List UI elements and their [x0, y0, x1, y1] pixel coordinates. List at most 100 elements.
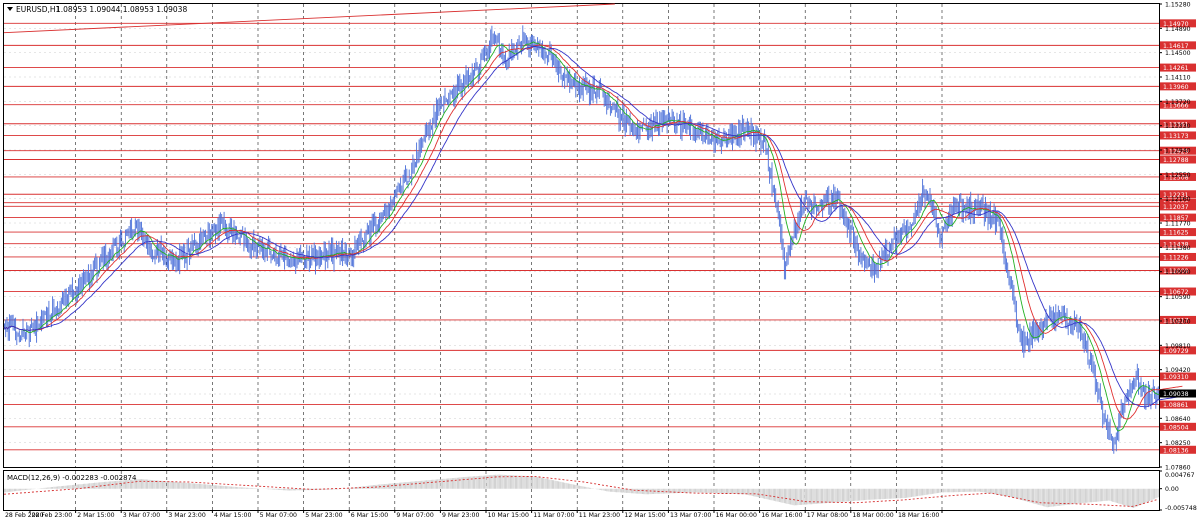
price-tick-label: 1.07860	[1165, 465, 1191, 472]
time-tick-label: 5 Mar 23:00	[305, 512, 342, 519]
price-tick-label: 1.12550	[1165, 172, 1191, 179]
price-level-tag	[1160, 266, 1196, 275]
price-level-tag-label: 1.14261	[1163, 65, 1189, 72]
time-tick-label: 10 Mar 15:00	[488, 512, 529, 519]
time-tick-label: 5 Mar 07:00	[260, 512, 297, 519]
price-tick-label: 1.12940	[1165, 148, 1191, 155]
price-tick-label: 1.14110	[1165, 75, 1191, 82]
price-tick-label: 1.08640	[1165, 416, 1191, 423]
price-level-tag-label: 1.11625	[1163, 230, 1189, 237]
main-panel-frame	[3, 3, 1160, 468]
price-level-tag	[1160, 155, 1196, 164]
time-tick-label: 3 Mar 07:00	[123, 512, 160, 519]
price-tick-label: 1.13330	[1165, 123, 1191, 130]
price-level-tag	[1160, 131, 1196, 140]
price-level-tag-label: 1.11438	[1163, 241, 1189, 248]
price-tick-label: 1.15280	[1165, 2, 1191, 9]
price-level-tag	[1160, 41, 1196, 50]
price-tick-label: 1.10990	[1165, 269, 1191, 276]
price-level-tag	[1160, 213, 1196, 222]
symbol-label: EURUSD,H1	[16, 5, 60, 14]
price-level-tag-label: 1.08861	[1163, 402, 1189, 409]
price-level-tag-label: 1.12037	[1163, 204, 1189, 211]
ma-fast-line	[3, 41, 1183, 432]
price-level-tag-label: 1.14970	[1163, 21, 1189, 28]
time-tick-label: 17 Mar 08:00	[807, 512, 848, 519]
price-level-tag-label: 1.10217	[1163, 318, 1189, 325]
time-tick-label: 2 Mar 15:00	[77, 512, 114, 519]
current-price-tag	[1160, 389, 1196, 398]
price-tick-label: 1.08250	[1165, 440, 1191, 447]
time-tick-label: 18 Mar 00:00	[852, 512, 893, 519]
price-tick-label: 1.10200	[1165, 318, 1191, 325]
price-tick-label: 1.11380	[1165, 245, 1191, 252]
chart-header: EURUSD,H1 1.08953 1.09044 1.08953 1.0903…	[7, 5, 187, 14]
time-tick-label: 4 Mar 15:00	[214, 512, 251, 519]
price-axis: 1.15280 1.14890 1.14500 1.14110 1.13720 1.133…	[1159, 2, 1196, 472]
price-tick-label: 1.11770	[1165, 221, 1191, 228]
price-level-tag	[1160, 400, 1196, 409]
price-level-tag	[1160, 422, 1196, 431]
trend-line	[3, 3, 615, 34]
price-level-tag	[1160, 346, 1196, 355]
price-level-tag-label: 1.13666	[1163, 102, 1189, 109]
time-tick-label: 3 Mar 23:00	[168, 512, 205, 519]
price-tick-label: 1.09810	[1165, 343, 1191, 350]
time-tick-label: 28 Feb 23:00	[32, 512, 73, 519]
price-level-tag-label: 1.08136	[1163, 447, 1189, 454]
price-level-tag	[1160, 252, 1196, 261]
symbol-dropdown-icon[interactable]	[7, 7, 13, 11]
price-tick-label: 1.14890	[1165, 26, 1191, 33]
time-tick-label: 11 Mar 07:00	[533, 512, 574, 519]
price-level-tag-label: 1.09729	[1163, 348, 1189, 355]
macd-tick-label: 0.00	[1165, 486, 1179, 493]
price-tick-label: 1.14500	[1165, 50, 1191, 57]
time-tick-label: 13 Mar 07:00	[670, 512, 711, 519]
time-tick-label: 9 Mar 07:00	[396, 512, 433, 519]
trend-line-segment	[3, 3, 615, 34]
price-level-tag	[1160, 19, 1196, 28]
price-level-tag	[1160, 228, 1196, 237]
current-price-label: 1.09038	[1163, 391, 1189, 398]
price-level-tag	[1160, 119, 1196, 128]
price-level-tag	[1160, 63, 1196, 72]
time-tick-label: 16 Mar 16:00	[761, 512, 802, 519]
price-level-tag	[1160, 146, 1196, 155]
ma-slow-line	[3, 45, 1183, 408]
price-level-lines: 1.14970 1.14617 1.14261 1.13960 1.13666 1.133…	[4, 19, 1196, 454]
price-level-tag-label: 1.08504	[1163, 424, 1189, 431]
price-level-tag-label: 1.12508	[1163, 175, 1189, 182]
price-level-tag	[1160, 82, 1196, 91]
moving-averages	[3, 41, 1183, 432]
price-tick-label: 1.10590	[1165, 294, 1191, 301]
macd-panel-frame	[3, 470, 1160, 511]
price-level-tag	[1160, 190, 1196, 199]
price-level-tag-label: 1.11009	[1163, 268, 1189, 275]
price-level-tag	[1160, 445, 1196, 454]
price-tick-label: 1.12160	[1165, 196, 1191, 203]
price-level-tag	[1160, 202, 1196, 211]
price-level-tag-label: 1.12929	[1163, 148, 1189, 155]
price-level-tag-label: 1.12788	[1163, 157, 1189, 164]
time-tick-label: 18 Mar 16:00	[898, 512, 939, 519]
price-level-tag-label: 1.10672	[1163, 289, 1189, 296]
time-tick-label: 6 Mar 15:00	[351, 512, 388, 519]
ohlc-values: 1.08953 1.09044 1.08953 1.09038	[56, 5, 187, 14]
price-level-tag-label: 1.13960	[1163, 84, 1189, 91]
price-level-tag-label: 1.14617	[1163, 43, 1189, 50]
price-level-tag	[1160, 239, 1196, 248]
macd-tick-label: -0.005748	[1165, 505, 1197, 512]
price-tick-label: 1.09420	[1165, 367, 1191, 374]
price-level-tag-label: 1.11857	[1163, 215, 1189, 222]
price-tick-label: 1.13720	[1165, 99, 1191, 106]
price-level-tag	[1160, 100, 1196, 109]
macd-axis: 0.004767 0.00 -0.005748	[1159, 470, 1197, 512]
macd-tick-label: 0.004767	[1165, 472, 1195, 479]
price-level-tag-label: 1.12231	[1163, 192, 1189, 199]
price-level-tag-label: 1.09310	[1163, 374, 1189, 381]
ma-mid-line	[3, 44, 1183, 420]
price-level-tag	[1160, 372, 1196, 381]
